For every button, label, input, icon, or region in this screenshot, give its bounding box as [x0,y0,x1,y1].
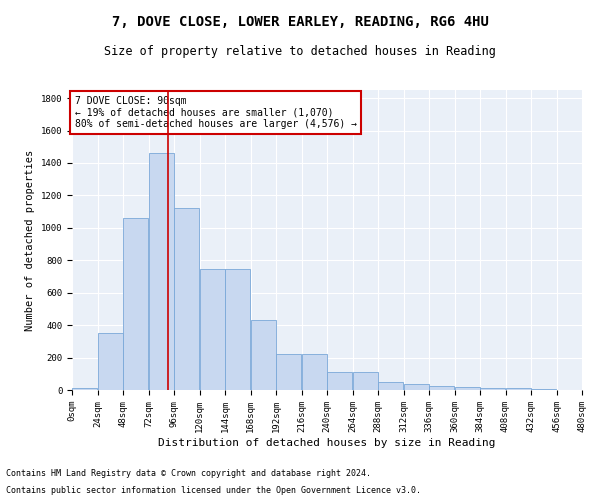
Bar [430,386,454,390]
Bar [226,269,250,390]
Bar [506,388,530,390]
Bar [98,333,122,390]
Bar [379,382,403,390]
Bar [353,372,377,390]
Bar [481,388,505,390]
Bar [328,372,352,390]
Text: Contains public sector information licensed under the Open Government Licence v3: Contains public sector information licen… [6,486,421,495]
Bar [455,387,479,390]
Bar [251,320,275,390]
Bar [532,389,556,390]
Bar [175,208,199,390]
Bar [277,354,301,390]
Y-axis label: Number of detached properties: Number of detached properties [25,150,35,330]
Text: 7, DOVE CLOSE, LOWER EARLEY, READING, RG6 4HU: 7, DOVE CLOSE, LOWER EARLEY, READING, RG… [112,15,488,29]
Bar [404,384,428,390]
X-axis label: Distribution of detached houses by size in Reading: Distribution of detached houses by size … [158,438,496,448]
Bar [200,269,224,390]
Text: 7 DOVE CLOSE: 90sqm
← 19% of detached houses are smaller (1,070)
80% of semi-det: 7 DOVE CLOSE: 90sqm ← 19% of detached ho… [74,96,356,129]
Bar [149,153,173,390]
Text: Size of property relative to detached houses in Reading: Size of property relative to detached ho… [104,45,496,58]
Text: Contains HM Land Registry data © Crown copyright and database right 2024.: Contains HM Land Registry data © Crown c… [6,468,371,477]
Bar [302,354,326,390]
Bar [73,388,97,390]
Bar [124,218,148,390]
